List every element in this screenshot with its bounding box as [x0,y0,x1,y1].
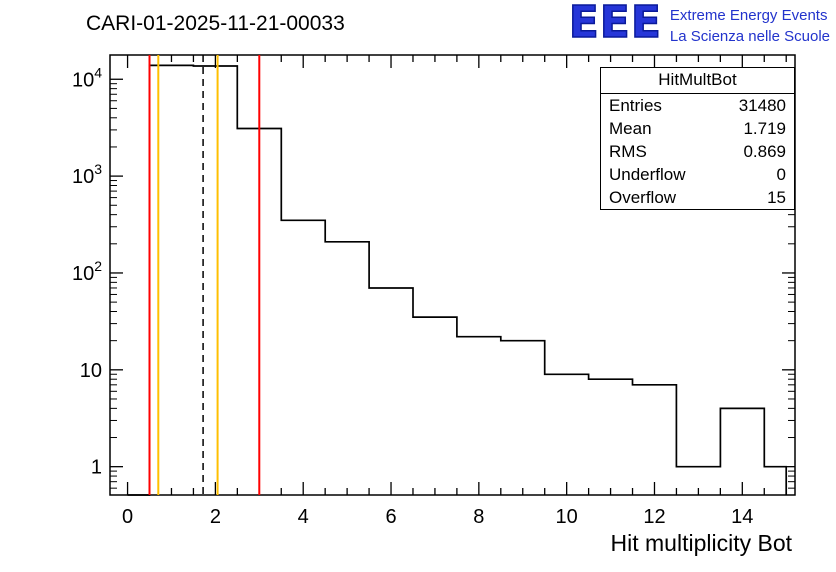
page-title: CARI-01-2025-11-21-00033 [86,12,345,35]
x-tick-label: 2 [210,506,221,528]
x-tick-label: 6 [385,506,396,528]
stats-label: Entries [609,96,662,115]
stats-label: Overflow [609,188,677,207]
stats-label: Mean [609,119,652,138]
x-tick-label: 14 [731,506,753,528]
y-tick-label: 103 [72,161,102,188]
eee-logo-subtitle-2: La Scienza nelle Scuole [669,28,830,45]
y-tick-label: 104 [72,64,102,91]
y-tick-label: 10 [80,360,102,382]
stats-label: RMS [609,142,647,161]
stats-row-underflow: Underflow 0 [601,163,794,186]
stats-value: 15 [767,188,786,207]
stats-value: 1.719 [743,119,786,138]
x-tick-label: 10 [556,506,578,528]
stats-row-rms: RMS 0.869 [601,140,794,163]
stats-value: 0.869 [743,142,786,161]
y-tick-label: 1 [91,457,102,479]
eee-logo-subtitle-1: Extreme Energy Events [669,7,828,24]
x-tick-label: 8 [473,506,484,528]
x-tick-label: 4 [298,506,309,528]
stats-box: HitMultBot Entries 31480 Mean 1.719 RMS … [600,67,795,210]
x-axis-title: Hit multiplicity Bot [610,530,792,556]
histogram-line [127,64,788,496]
stats-row-entries: Entries 31480 [601,94,794,117]
y-tick-label: 102 [72,258,102,285]
stats-row-mean: Mean 1.719 [601,117,794,140]
stats-box-title: HitMultBot [601,68,794,94]
stats-value: 0 [776,165,786,184]
x-tick-label: 12 [643,506,665,528]
stats-value: 31480 [738,96,786,115]
eee-logo-text: Extreme Energy Events La Scienza nelle S… [670,4,830,45]
plot-frame [109,54,796,496]
stats-label: Underflow [609,165,686,184]
eee-logo-letters: EEE [568,0,662,48]
x-tick-label: 0 [122,506,133,528]
eee-logo: EEE Extreme Energy Events La Scienza nel… [568,0,830,48]
stats-row-overflow: Overflow 15 [601,186,794,209]
